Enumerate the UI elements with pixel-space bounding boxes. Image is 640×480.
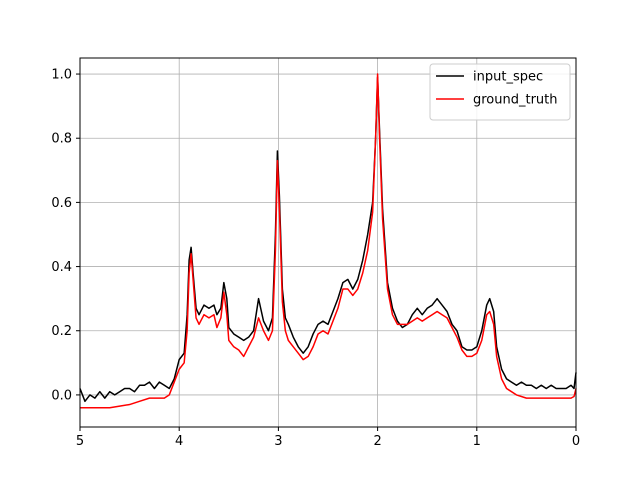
x-tick-label: 5 <box>76 434 84 449</box>
x-tick-label: 0 <box>572 434 580 449</box>
y-tick-label: 1.0 <box>51 68 72 83</box>
x-tick-label: 2 <box>373 434 381 449</box>
legend-label: ground_truth <box>473 93 558 108</box>
series-line-ground-truth <box>80 73 577 409</box>
y-axis-ticks: 0.0 0.2 0.4 0.6 0.8 1.0 <box>51 68 80 403</box>
x-tick-label: 4 <box>175 434 183 449</box>
y-tick-label: 0.0 <box>51 388 72 403</box>
plot-frame <box>79 57 577 428</box>
y-tick-label: 0.2 <box>51 324 72 339</box>
x-tick-label: 3 <box>274 434 282 449</box>
y-tick-label: 0.6 <box>51 196 72 211</box>
legend: input_spec ground_truth <box>429 63 571 121</box>
y-tick-label: 0.8 <box>51 132 72 147</box>
series-line-input-spec <box>79 76 577 403</box>
series-lines <box>79 73 577 409</box>
legend-label: input_spec <box>473 70 543 85</box>
legend-box <box>429 63 571 121</box>
x-tick-label: 1 <box>473 434 481 449</box>
grid <box>79 58 577 427</box>
y-tick-label: 0.4 <box>51 260 72 275</box>
x-axis-ticks: 5 4 3 2 1 0 <box>76 427 580 449</box>
